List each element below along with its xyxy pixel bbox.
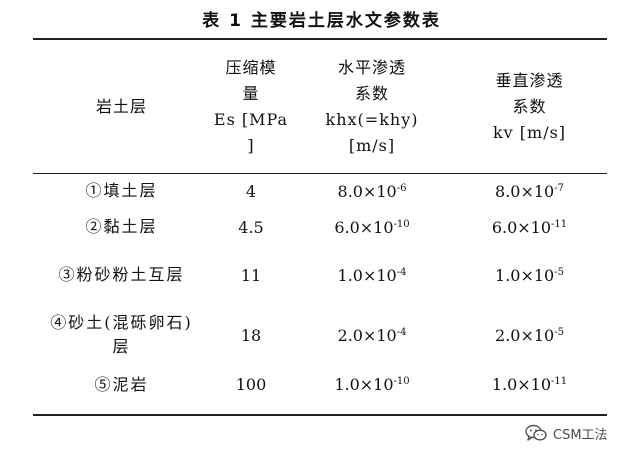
kv-mantissa: 6.0×10: [491, 217, 552, 237]
kh-exponent: -4: [396, 326, 407, 338]
kv-mantissa: 8.0×10: [495, 181, 555, 201]
header-horizontal-line: 系数: [354, 83, 389, 103]
table-row: ②黏土层 4.5 6.0×10-10 6.0×10-11: [33, 209, 607, 245]
table-caption: 表 1 主要岩土层水文参数表: [202, 11, 441, 31]
table-row: ①填土层 4 8.0×10-6 8.0×10-7: [33, 173, 607, 209]
cell-kv: 8.0×10-7: [452, 173, 607, 209]
kv-exponent: -11: [551, 376, 568, 387]
wechat-icon: [525, 424, 547, 441]
cell-kv: 2.0×10-5: [452, 305, 607, 365]
kv-exponent: -7: [554, 182, 564, 194]
header-vertical-permeability: 垂直渗透 系数 kv [m/s]: [452, 40, 607, 173]
watermark: CSM工法: [525, 422, 608, 444]
kh-mantissa: 6.0×10: [334, 217, 394, 237]
table-row: ④砂土(混砾卵石)层 18 2.0×10-4 2.0×10-5: [33, 305, 607, 365]
cell-modulus: 4: [245, 181, 257, 201]
kv-mantissa: 1.0×10: [491, 375, 552, 394]
table-header-row: 岩土层 压缩模 量 Es [MPa ] 水平渗透 系数 khx(=khy) [m…: [33, 40, 607, 173]
kh-mantissa: 1.0×10: [334, 375, 394, 394]
cell-kv: 1.0×10-5: [452, 245, 607, 305]
cell-layer-name: ⑤泥岩: [94, 374, 149, 394]
kh-mantissa: 1.0×10: [337, 265, 397, 285]
hydro-parameter-table: 岩土层 压缩模 量 Es [MPa ] 水平渗透 系数 khx(=khy) [m…: [33, 40, 607, 404]
top-rule: [33, 38, 607, 40]
header-modulus: 压缩模 量 Es [MPa ]: [210, 40, 292, 173]
cell-modulus: 11: [240, 265, 262, 285]
header-rule: [33, 173, 607, 174]
cell-kh: 2.0×10-4: [292, 305, 452, 365]
cell-kv: 6.0×10-11: [452, 209, 607, 245]
header-horizontal-permeability: 水平渗透 系数 khx(=khy) [m/s]: [292, 40, 452, 173]
header-modulus-line: 量: [242, 83, 260, 103]
table-row: ③粉砂粉土互层 11 1.0×10-4 1.0×10-5: [33, 245, 607, 305]
kh-exponent: -10: [393, 376, 410, 387]
header-layer-label: 岩土层: [95, 96, 147, 116]
table-row: ⑤泥岩 100 1.0×10-10 1.0×10-11: [33, 365, 607, 404]
kv-exponent: -5: [554, 266, 564, 278]
header-vertical-line: 系数: [512, 96, 547, 116]
watermark-text: CSM工法: [553, 427, 608, 443]
cell-layer-name: ②黏土层: [85, 217, 158, 236]
cell-modulus: 100: [235, 375, 267, 394]
cell-modulus: 4.5: [238, 217, 264, 237]
kh-exponent: -4: [396, 266, 407, 278]
header-modulus-line: Es [MPa: [213, 109, 289, 129]
kv-exponent: -11: [551, 218, 568, 230]
kv-exponent: -5: [554, 326, 564, 338]
cell-kv: 1.0×10-11: [452, 365, 607, 404]
bottom-rule: [33, 414, 607, 416]
kv-mantissa: 2.0×10: [495, 325, 555, 345]
kh-mantissa: 2.0×10: [337, 325, 397, 345]
header-vertical-line: kv [m/s]: [492, 122, 567, 142]
header-horizontal-line: 水平渗透: [337, 57, 406, 77]
header-horizontal-line: khx(=khy): [325, 109, 419, 129]
header-horizontal-line: [m/s]: [348, 135, 396, 155]
cell-kh: 6.0×10-10: [292, 209, 452, 245]
cell-layer-name: ①填土层: [85, 181, 158, 200]
cell-layer-name: ③粉砂粉土互层: [58, 265, 185, 284]
header-modulus-line: ]: [247, 135, 255, 155]
header-vertical-line: 垂直渗透: [495, 70, 564, 90]
kh-mantissa: 8.0×10: [337, 181, 397, 201]
kh-exponent: -6: [396, 182, 407, 194]
cell-layer-name: ④砂土(混砾卵石)层: [50, 313, 193, 356]
cell-modulus: 18: [240, 325, 262, 345]
cell-kh: 1.0×10-4: [292, 245, 452, 305]
cell-kh: 8.0×10-6: [292, 173, 452, 209]
header-layer: 岩土层: [33, 40, 210, 173]
kh-exponent: -10: [393, 218, 410, 230]
cell-kh: 1.0×10-10: [292, 365, 452, 404]
kv-mantissa: 1.0×10: [495, 265, 555, 285]
header-modulus-line: 压缩模: [225, 57, 277, 77]
